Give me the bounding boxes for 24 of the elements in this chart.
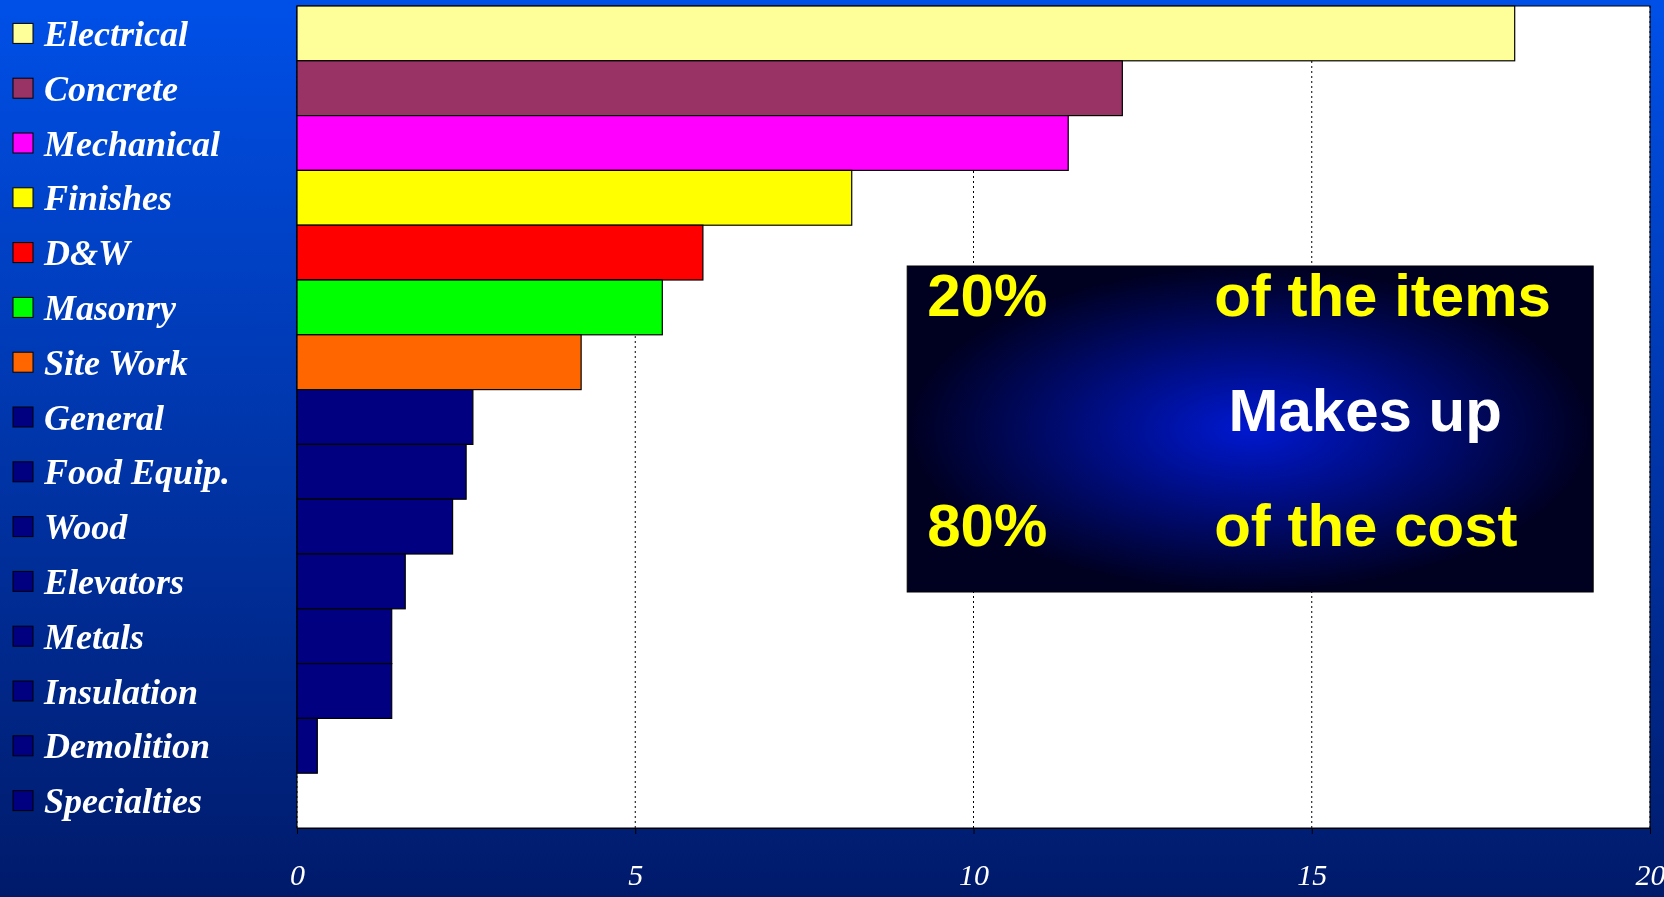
annotation: Makes up — [1228, 377, 1502, 444]
y-tick-label: Food Equip. — [43, 452, 231, 493]
y-tick-label: Electrical — [43, 14, 188, 54]
y-tick-label: Elevators — [43, 562, 184, 602]
annotation: of the cost — [1214, 492, 1518, 559]
annotation: of the items — [1214, 262, 1551, 329]
x-tick-label: 0 — [290, 858, 305, 891]
x-tick-label: 15 — [1297, 858, 1328, 891]
annotation: 20% — [927, 262, 1048, 329]
y-tick-label: General — [44, 397, 164, 438]
y-tick-label: Specialties — [44, 781, 202, 822]
annotation: 80% — [927, 492, 1048, 559]
x-tick-label: 5 — [628, 858, 644, 891]
x-tick-label: 10 — [959, 858, 989, 891]
y-tick-label: Metals — [43, 616, 145, 657]
y-tick-label: Concrete — [44, 68, 178, 109]
y-tick-label: Demolition — [43, 726, 211, 767]
y-tick-label: Mechanical — [43, 123, 220, 164]
y-tick-label: Wood — [44, 507, 129, 548]
y-tick-label: Masonry — [43, 288, 178, 328]
y-tick-label: Finishes — [43, 178, 173, 219]
y-tick-label: Insulation — [43, 671, 199, 712]
y-tick-label: D&W — [43, 233, 133, 274]
y-tick-label: Site Work — [44, 342, 188, 383]
